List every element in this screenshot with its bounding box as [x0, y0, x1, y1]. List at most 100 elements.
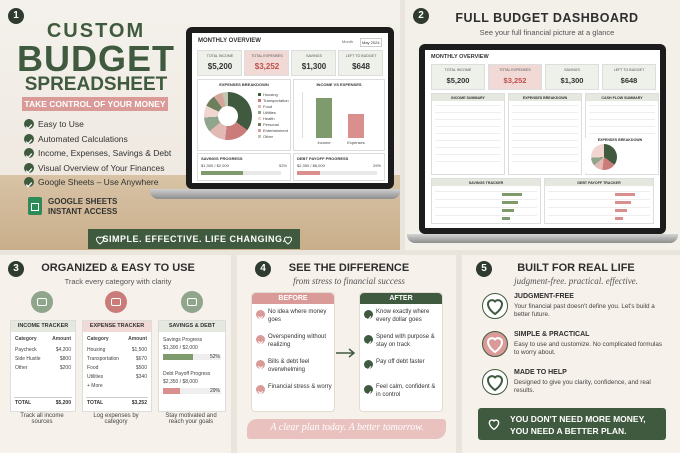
row-line — [435, 147, 501, 148]
row-line — [512, 105, 578, 106]
subtitle: Track every category with clarity — [64, 277, 172, 286]
feature: Easy to Use — [38, 119, 84, 129]
panel-3: 3 ORGANIZED & EASY TO USE Track every cate… — [0, 255, 231, 453]
card: SAVINGS & DEBT Savings Progress $1,300 / $… — [158, 320, 226, 412]
column-header: AFTER — [360, 293, 442, 304]
legend-swatch — [258, 93, 261, 96]
mini-bar — [615, 209, 627, 212]
panel-title: EXPENSES BREAKDOWN — [597, 138, 643, 142]
row-line — [589, 133, 655, 134]
screen: MONTHLY OVERVIEW Month May 2024 TOTAL INCOM… — [192, 33, 388, 183]
row-line — [512, 126, 578, 127]
icon — [256, 335, 265, 346]
caption: Track all income sources — [20, 413, 64, 425]
glyph — [111, 298, 121, 306]
step-number: 1 — [8, 8, 24, 24]
banner-text: YOU NEED A BETTER PLAN. — [510, 426, 627, 436]
title: FULL BUDGET DASHBOARD — [455, 11, 639, 25]
card-header: INCOME TRACKER — [11, 321, 75, 332]
icon — [24, 148, 34, 159]
progress-pct: 52% — [278, 163, 287, 168]
column-title: BEFORE — [278, 294, 308, 302]
glyph — [187, 298, 197, 306]
card-title: EXPENSE TRACKER — [89, 323, 145, 329]
cell: Food — [87, 365, 99, 371]
row-line — [435, 133, 501, 134]
progress-track — [163, 354, 221, 360]
title: ORGANIZED & EASY TO USE — [41, 262, 195, 274]
panel-title: DEBT PAYOFF PROGRESS — [297, 156, 349, 161]
tracker: SAVINGS TRACKER — [431, 178, 541, 224]
card-header: SAVINGS & DEBT — [159, 321, 225, 332]
kpi-card: LEFT TO BUDGET $648 — [602, 64, 656, 90]
cell: Other — [15, 365, 28, 371]
row-line — [435, 119, 501, 120]
row-line — [512, 154, 578, 155]
icon — [364, 335, 373, 346]
progress-pct: 29% — [372, 163, 381, 168]
screen-title: MONTHLY OVERVIEW — [431, 54, 489, 60]
title: CUSTOM — [46, 20, 146, 42]
card: EXPENSE TRACKER Category Amount Housing $1,5… — [82, 320, 152, 412]
step-number: 2 — [413, 8, 429, 24]
icon — [364, 385, 373, 396]
section: EXPENSES BREAKDOWN — [508, 93, 582, 175]
banner: SIMPLE. EFFECTIVE. LIFE CHANGING. — [88, 229, 300, 249]
row-line — [512, 112, 578, 113]
row-line — [435, 126, 501, 127]
mini-bar — [615, 217, 623, 220]
expenses-panel: EXPENSES BREAKDOWN Housing Transportation F… — [197, 79, 291, 151]
row-line — [435, 199, 537, 200]
label: Savings Progress — [163, 337, 203, 343]
icon — [24, 162, 34, 174]
icon — [364, 310, 373, 321]
panel-2: 2 FULL BUDGET DASHBOARD See your full fina… — [405, 0, 680, 250]
kpi-card: TOTAL EXPENSES $3,252 — [488, 64, 542, 90]
row-line — [589, 119, 655, 120]
cell: Paycheck — [15, 347, 37, 353]
progress-amount: $2,350 / $8,000 — [297, 163, 325, 168]
progress-fill — [163, 388, 180, 394]
rule — [14, 397, 72, 398]
label: Debt Payoff Progress — [163, 371, 211, 377]
progress-amount: $1,300 / $2,000 — [201, 163, 229, 168]
progress-panel: SAVINGS PROGRESS $1,300 / $2,000 52% — [197, 153, 291, 181]
screen-title: MONTHLY OVERVIEW — [198, 38, 261, 44]
cell: Housing — [87, 347, 106, 353]
footer-text: A clear plan today. A better tomorrow. — [270, 422, 424, 433]
kpi-label: TOTAL EXPENSES — [251, 54, 283, 58]
pie — [591, 144, 617, 170]
title: SPREADSHEET — [24, 74, 168, 95]
icon — [256, 360, 265, 371]
row-line — [548, 207, 650, 208]
income-panel: INCOME VS EXPENSES Income Expenses — [293, 79, 385, 151]
panel-5: 5 BUILT FOR REAL LIFE judgment-free. pract… — [462, 255, 680, 453]
total-value: $5,200 — [55, 400, 71, 406]
row-line — [548, 191, 650, 192]
row-line — [589, 105, 655, 106]
kpi-label: TOTAL INCOME — [206, 54, 234, 58]
panel-title: SAVINGS PROGRESS — [201, 156, 243, 161]
kpi-card: LEFT TO BUDGET $648 — [338, 50, 383, 76]
mini-bar — [615, 193, 635, 196]
legend-swatch — [258, 105, 261, 108]
feature: Google Sheets – Use Anywhere — [38, 177, 159, 187]
item-title: JUDGMENT-FREE — [514, 293, 574, 300]
icon — [24, 119, 34, 130]
title: BUDGET — [17, 38, 175, 79]
legend-label: Other — [263, 133, 274, 139]
rule — [86, 397, 148, 398]
mini-bar — [502, 201, 518, 204]
total-label: TOTAL — [15, 400, 32, 406]
mini-bar — [502, 217, 510, 220]
caption: Log expenses by category — [93, 413, 139, 425]
icon — [31, 291, 53, 313]
row-line — [589, 126, 655, 127]
section: INCOME SUMMARY — [431, 93, 505, 175]
item-text: Your financial past doesn't define you. … — [514, 303, 655, 318]
sheets-icon — [28, 197, 42, 215]
col-header: Category — [15, 336, 37, 342]
item: Financial stress & worry — [268, 384, 332, 390]
legend-label: Food — [263, 103, 273, 109]
kpi-value: $5,200 — [446, 76, 470, 85]
